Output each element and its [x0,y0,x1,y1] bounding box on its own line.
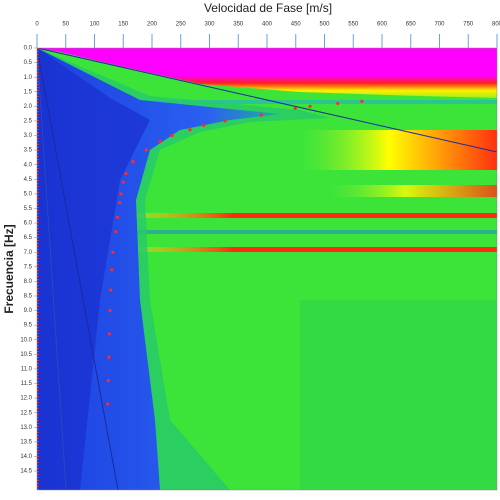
picked-point [308,104,312,108]
picked-point [144,148,148,152]
y-tick-label: 6.0 [24,221,33,227]
picked-point [118,201,122,205]
y-tick-label: 6.5 [24,235,33,241]
picked-point [202,123,206,127]
y-tick-label: 12.5 [20,410,32,416]
picked-point [111,250,115,254]
x-axis-title: Velocidad de Fase [m/s] [204,1,332,15]
picked-point [170,133,174,138]
x-tick-label: 250 [176,22,187,28]
x-tick-label: 550 [348,22,359,28]
y-tick-label: 3.5 [24,148,33,154]
picked-point [109,288,113,292]
y-tick-label: 13.5 [20,439,32,445]
x-tick-label: 200 [147,22,158,28]
x-tick-label: 300 [204,22,215,28]
y-axis-title: Frecuencia [Hz] [2,224,16,313]
y-tick-label: 1.5 [24,89,33,95]
picked-point [107,355,111,359]
x-tick-label: 650 [406,22,417,28]
x-tick-label: 800 [492,22,500,28]
picked-point [119,192,123,196]
x-tick-label: 50 [62,22,69,28]
y-tick-label: 14.5 [20,469,32,475]
picked-point [121,180,125,184]
picked-point [115,215,120,219]
picked-point [114,230,118,234]
x-tick-label: 600 [377,22,388,28]
picked-point [188,128,192,132]
y-tick-label: 14.0 [20,454,32,460]
y-tick-label: 10.0 [20,337,32,343]
y-tick-label: 0.5 [24,60,33,66]
picked-point [259,113,263,117]
y-tick-label: 1.0 [24,75,33,81]
y-tick-label: 9.0 [24,308,33,314]
y-tick-label: 2.5 [24,119,33,125]
picked-point [124,171,128,176]
y-tick-label: 4.0 [24,162,33,168]
picked-point [106,378,110,383]
picked-point [110,268,114,272]
picked-point [158,139,162,143]
y-tick-label: 8.5 [24,294,33,300]
x-tick-label: 500 [319,22,330,28]
picked-point [108,308,112,313]
x-tick-label: 0 [35,22,39,28]
x-tick-label: 750 [463,22,474,28]
y-tick-label: 3.0 [24,133,33,139]
picked-point [336,101,340,106]
y-tick-label: 2.0 [24,104,33,110]
y-tick-label: 13.0 [20,425,32,431]
x-tick-label: 450 [291,22,302,28]
y-tick-label: 7.5 [24,264,33,270]
y-tick-label: 8.0 [24,279,33,285]
x-tick-label: 350 [233,22,244,28]
y-tick-label: 5.5 [24,206,33,212]
y-tick-label: 4.5 [24,177,33,183]
y-tick-label: 7.0 [24,250,33,256]
y-tick-label: 0.0 [24,46,33,52]
y-tick-label: 10.5 [20,352,32,358]
y-tick-label: 9.5 [24,323,33,329]
y-tick-label: 5.0 [24,191,33,197]
x-tick-label: 150 [118,22,129,28]
picked-point [360,99,364,103]
picked-point [131,160,135,164]
picked-point [293,106,297,110]
x-tick-label: 100 [89,22,100,28]
x-tick-label: 700 [434,22,445,28]
y-tick-label: 11.5 [21,381,33,387]
picked-point [106,402,110,406]
y-tick-label: 12.0 [20,396,32,402]
x-tick-label: 400 [262,22,273,28]
heatmap [37,48,497,490]
picked-point [107,332,112,336]
picked-point [223,119,227,123]
y-tick-label: 11.0 [21,367,33,373]
